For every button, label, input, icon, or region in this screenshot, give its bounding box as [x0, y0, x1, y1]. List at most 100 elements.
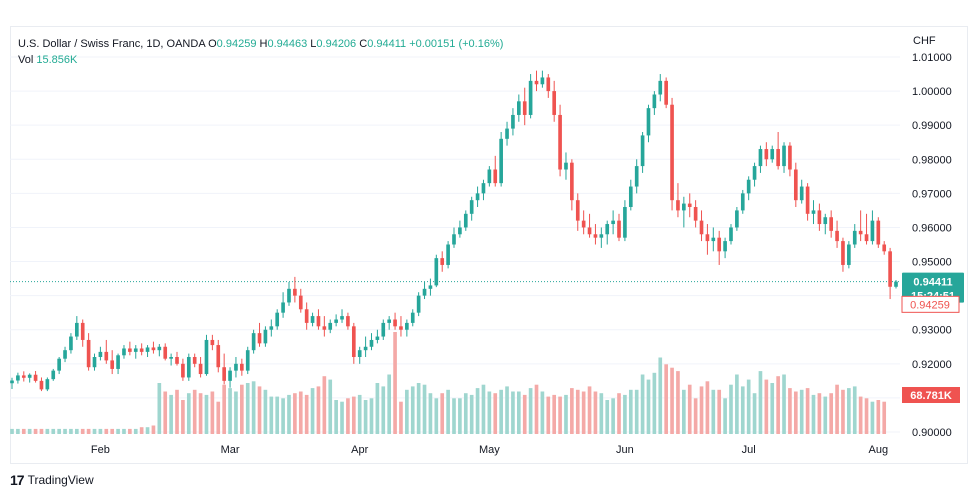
- candle-body: [222, 367, 226, 381]
- candle: [133, 345, 138, 359]
- volume-bar: [776, 376, 780, 434]
- candle: [51, 368, 56, 381]
- candle-body: [210, 339, 215, 346]
- chart-legend: U.S. Dollar / Swiss Franc, 1D, OANDA O0.…: [18, 36, 503, 68]
- candle: [764, 142, 769, 167]
- candle-body: [369, 339, 374, 347]
- candle-body: [116, 355, 120, 369]
- candle: [157, 344, 162, 357]
- candle: [33, 370, 38, 383]
- candle: [240, 358, 244, 376]
- volume-bar: [163, 391, 168, 434]
- candle: [363, 336, 368, 357]
- candle: [186, 353, 191, 381]
- candle: [375, 329, 380, 344]
- candle-body: [186, 357, 191, 378]
- candle-body: [817, 210, 822, 225]
- candle-body: [770, 149, 775, 160]
- volume-bar: [128, 428, 132, 434]
- candle: [210, 334, 215, 351]
- volume-bar: [346, 398, 350, 434]
- candle-body: [758, 149, 763, 167]
- candle-body: [740, 193, 745, 211]
- volume-bar: [705, 381, 710, 434]
- candle-body: [21, 375, 26, 378]
- candle-body: [652, 94, 657, 109]
- candle-body: [611, 220, 615, 225]
- candle: [405, 319, 409, 337]
- chart-frame: [10, 26, 968, 464]
- candle-body: [39, 380, 44, 390]
- candle-body: [870, 220, 875, 242]
- candle-body: [228, 370, 232, 381]
- candle-body: [80, 322, 85, 340]
- volume-bar: [80, 428, 85, 434]
- brand-name[interactable]: TradingView: [27, 473, 94, 487]
- volume-bar: [528, 388, 533, 434]
- candle: [475, 186, 480, 207]
- candle-body: [575, 200, 580, 221]
- volume-bar: [381, 386, 386, 434]
- candle-body: [351, 326, 356, 357]
- candle: [646, 104, 651, 143]
- volume-bar: [682, 389, 686, 434]
- candle: [805, 183, 810, 221]
- candle: [322, 316, 327, 337]
- candle: [192, 353, 197, 368]
- volume-bar: [351, 396, 356, 434]
- volume-bar: [186, 393, 191, 434]
- candle-body: [375, 336, 380, 340]
- volume-bar: [475, 388, 480, 434]
- candle: [599, 227, 604, 248]
- volume-bar: [422, 384, 427, 434]
- volume-bar: [735, 374, 739, 434]
- candle-body: [458, 227, 462, 235]
- candle: [894, 279, 898, 289]
- candle: [605, 220, 610, 245]
- volume-bar: [334, 400, 338, 434]
- candle-body: [110, 360, 115, 369]
- volume-bar: [98, 428, 103, 434]
- candle-body: [405, 322, 409, 330]
- candle: [69, 333, 73, 354]
- candle: [699, 210, 704, 242]
- candle-body: [805, 186, 810, 214]
- high-value: 0.94463: [267, 38, 308, 50]
- volume-bar: [852, 386, 857, 434]
- candle: [298, 288, 303, 313]
- candle: [281, 292, 285, 318]
- candle: [581, 210, 586, 235]
- volume-bar: [133, 428, 138, 434]
- tradingview-logo-icon[interactable]: 17: [10, 472, 25, 488]
- candle-body: [499, 138, 503, 184]
- candle: [287, 282, 291, 306]
- candle-body: [593, 234, 598, 238]
- volume-bar: [328, 379, 333, 434]
- volume-bar: [175, 389, 179, 434]
- volume-bar: [434, 398, 439, 434]
- candle: [416, 292, 421, 317]
- volume-bar: [263, 389, 268, 434]
- candle-body: [269, 326, 274, 330]
- candle-body: [564, 162, 568, 170]
- candle: [204, 334, 209, 376]
- volume-bar: [546, 396, 551, 434]
- candle: [428, 278, 433, 296]
- candle-body: [216, 345, 221, 368]
- candle-body: [92, 357, 97, 368]
- candle: [552, 80, 557, 122]
- volume-bar: [505, 386, 509, 434]
- candle: [587, 213, 592, 238]
- candle: [658, 74, 663, 102]
- volume-bar: [428, 393, 433, 434]
- volume-bar: [740, 386, 745, 434]
- candle-body: [841, 241, 845, 265]
- volume-bar: [640, 374, 645, 434]
- volume-bar: [192, 389, 197, 434]
- volume-bar: [287, 394, 291, 434]
- volume-bar: [746, 379, 751, 434]
- candle: [104, 339, 109, 364]
- time-axis: Feb Mar Apr May Jun Jul Aug: [91, 444, 888, 456]
